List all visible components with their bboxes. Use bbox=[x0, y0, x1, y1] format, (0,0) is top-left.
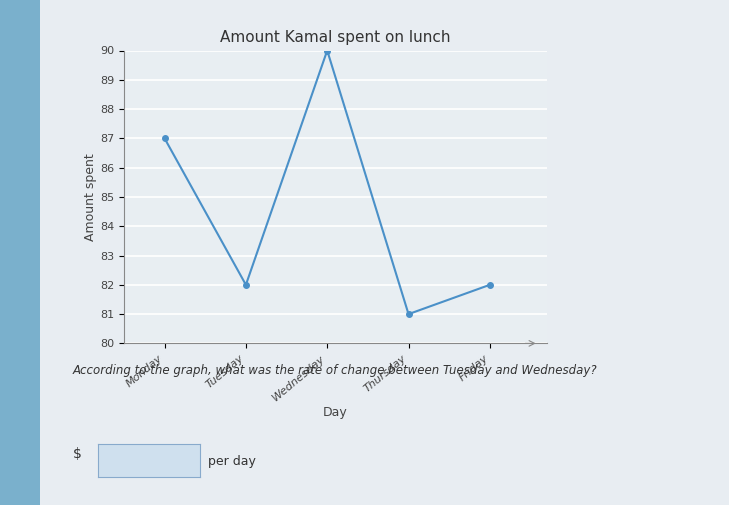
Text: According to the graph, what was the rate of change between Tuesday and Wednesda: According to the graph, what was the rat… bbox=[73, 364, 598, 377]
Text: $: $ bbox=[73, 447, 82, 462]
Text: per day: per day bbox=[208, 454, 256, 468]
Title: Amount Kamal spent on lunch: Amount Kamal spent on lunch bbox=[220, 30, 451, 45]
Y-axis label: Amount spent: Amount spent bbox=[84, 153, 97, 241]
X-axis label: Day: Day bbox=[323, 406, 348, 419]
